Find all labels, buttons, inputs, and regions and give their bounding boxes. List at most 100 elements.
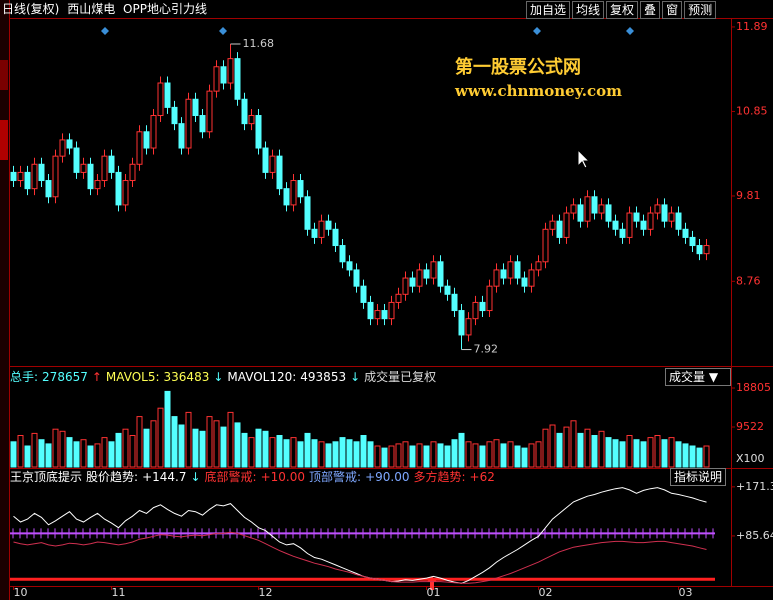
candle-body bbox=[220, 66, 227, 84]
candle-body bbox=[626, 212, 633, 238]
candle-body bbox=[59, 139, 66, 157]
candle-body bbox=[528, 269, 535, 287]
volume-bar bbox=[633, 439, 640, 468]
volume-bar bbox=[185, 411, 192, 468]
volume-bar bbox=[115, 432, 122, 468]
volume-bar bbox=[556, 432, 563, 468]
toolbar-button[interactable]: 窗 bbox=[662, 1, 683, 19]
candle-body bbox=[108, 155, 115, 173]
candle-body bbox=[584, 196, 591, 222]
y-tick-label: 9.81 bbox=[736, 189, 761, 202]
candle-body bbox=[682, 228, 689, 238]
volume-bar bbox=[591, 435, 598, 468]
volume-bar bbox=[283, 439, 290, 468]
indicator-help[interactable]: 指标说明 bbox=[670, 468, 727, 486]
info-markers bbox=[101, 27, 634, 35]
unit-label: X100 bbox=[736, 452, 765, 465]
candle-body bbox=[563, 212, 570, 238]
volume-bar bbox=[563, 426, 570, 468]
candle-body bbox=[353, 269, 360, 287]
indicator-line bbox=[13, 487, 707, 584]
candle-body bbox=[416, 269, 423, 287]
volume-bar bbox=[80, 439, 87, 468]
volume-bar bbox=[402, 441, 409, 468]
candle-body bbox=[227, 58, 234, 84]
candle-body bbox=[346, 261, 353, 271]
volume-bar bbox=[409, 445, 416, 468]
x-tick-label: 03 bbox=[679, 586, 693, 599]
volume-bar bbox=[696, 447, 703, 468]
candle-body bbox=[143, 131, 150, 149]
y-tick-label: +85.64 bbox=[736, 529, 773, 542]
volume-bar bbox=[381, 447, 388, 468]
volume-bar bbox=[206, 416, 213, 468]
candle-body bbox=[234, 58, 241, 100]
candle-body bbox=[136, 131, 143, 165]
candle-body bbox=[549, 220, 556, 230]
candle-body bbox=[479, 301, 486, 312]
candle-body bbox=[591, 196, 598, 214]
toolbar-button[interactable]: 预测 bbox=[684, 1, 717, 19]
candle-body bbox=[689, 236, 696, 247]
legend-arrow: ↓ bbox=[350, 370, 361, 384]
volume-bar bbox=[605, 437, 612, 468]
legend-value: +10.00 bbox=[260, 470, 306, 484]
toolbar-button[interactable]: 加自选 bbox=[526, 1, 571, 19]
selector-label[interactable]: 成交量 bbox=[669, 370, 706, 384]
volume-bar bbox=[325, 443, 332, 468]
toolbar-button[interactable]: 叠 bbox=[640, 1, 661, 19]
candle-body bbox=[199, 115, 206, 133]
candle-body bbox=[619, 228, 626, 238]
volume-bar bbox=[269, 437, 276, 468]
candle-body bbox=[472, 301, 479, 320]
volume-bar bbox=[143, 428, 150, 468]
formula-name: OPP地心引力线 bbox=[123, 2, 207, 16]
side-tab bbox=[0, 120, 8, 160]
volume-bar bbox=[472, 443, 479, 468]
candle-body bbox=[24, 171, 31, 190]
legend-value: +90.00 bbox=[365, 470, 410, 484]
candle-body bbox=[213, 66, 220, 92]
candle-body bbox=[262, 147, 269, 173]
volume-bar bbox=[423, 445, 430, 468]
volume-bar bbox=[619, 441, 626, 468]
volume-bar bbox=[262, 430, 269, 468]
candle-body bbox=[458, 310, 465, 336]
volume-bar bbox=[675, 441, 682, 468]
candle-body bbox=[325, 220, 332, 230]
candle-body bbox=[647, 212, 654, 230]
volume-bar bbox=[38, 439, 45, 468]
candle-body bbox=[542, 228, 549, 263]
legend-name: MAVOL120: bbox=[227, 370, 297, 384]
min-label: 7.92 bbox=[474, 343, 499, 356]
volume-bar bbox=[577, 432, 584, 468]
volume-bar bbox=[73, 441, 80, 468]
volume-bar bbox=[388, 445, 395, 468]
legend-value: +144.7 bbox=[142, 470, 187, 484]
volume-bar bbox=[395, 443, 402, 468]
candle-body bbox=[612, 220, 619, 230]
legend-arrow: ↑ bbox=[91, 370, 102, 384]
period: 日线(复权) bbox=[2, 2, 60, 16]
volume-bar bbox=[234, 422, 241, 468]
toolbar-button[interactable]: 均线 bbox=[572, 1, 605, 19]
candle-body bbox=[164, 82, 171, 108]
candle-body bbox=[192, 98, 199, 117]
candle-body bbox=[395, 293, 402, 303]
candle-body bbox=[661, 204, 668, 222]
candle-body bbox=[668, 212, 675, 222]
candle-body bbox=[283, 188, 290, 206]
volume-note: 成交量已复权 bbox=[364, 370, 437, 384]
volume-bar bbox=[332, 441, 339, 468]
indicator-selector[interactable]: 成交量 ▼ bbox=[665, 368, 731, 386]
watermark-url: www.chnmoney.com bbox=[455, 82, 622, 100]
legend-name: 底部警戒: bbox=[204, 470, 257, 484]
volume-bar bbox=[507, 441, 514, 468]
toolbar-button[interactable]: 复权 bbox=[606, 1, 639, 19]
legend-value: 493853 bbox=[300, 370, 347, 384]
volume-bar bbox=[661, 439, 668, 468]
candle-body bbox=[94, 180, 101, 190]
volume-bar bbox=[346, 439, 353, 468]
candle-body bbox=[360, 285, 367, 303]
